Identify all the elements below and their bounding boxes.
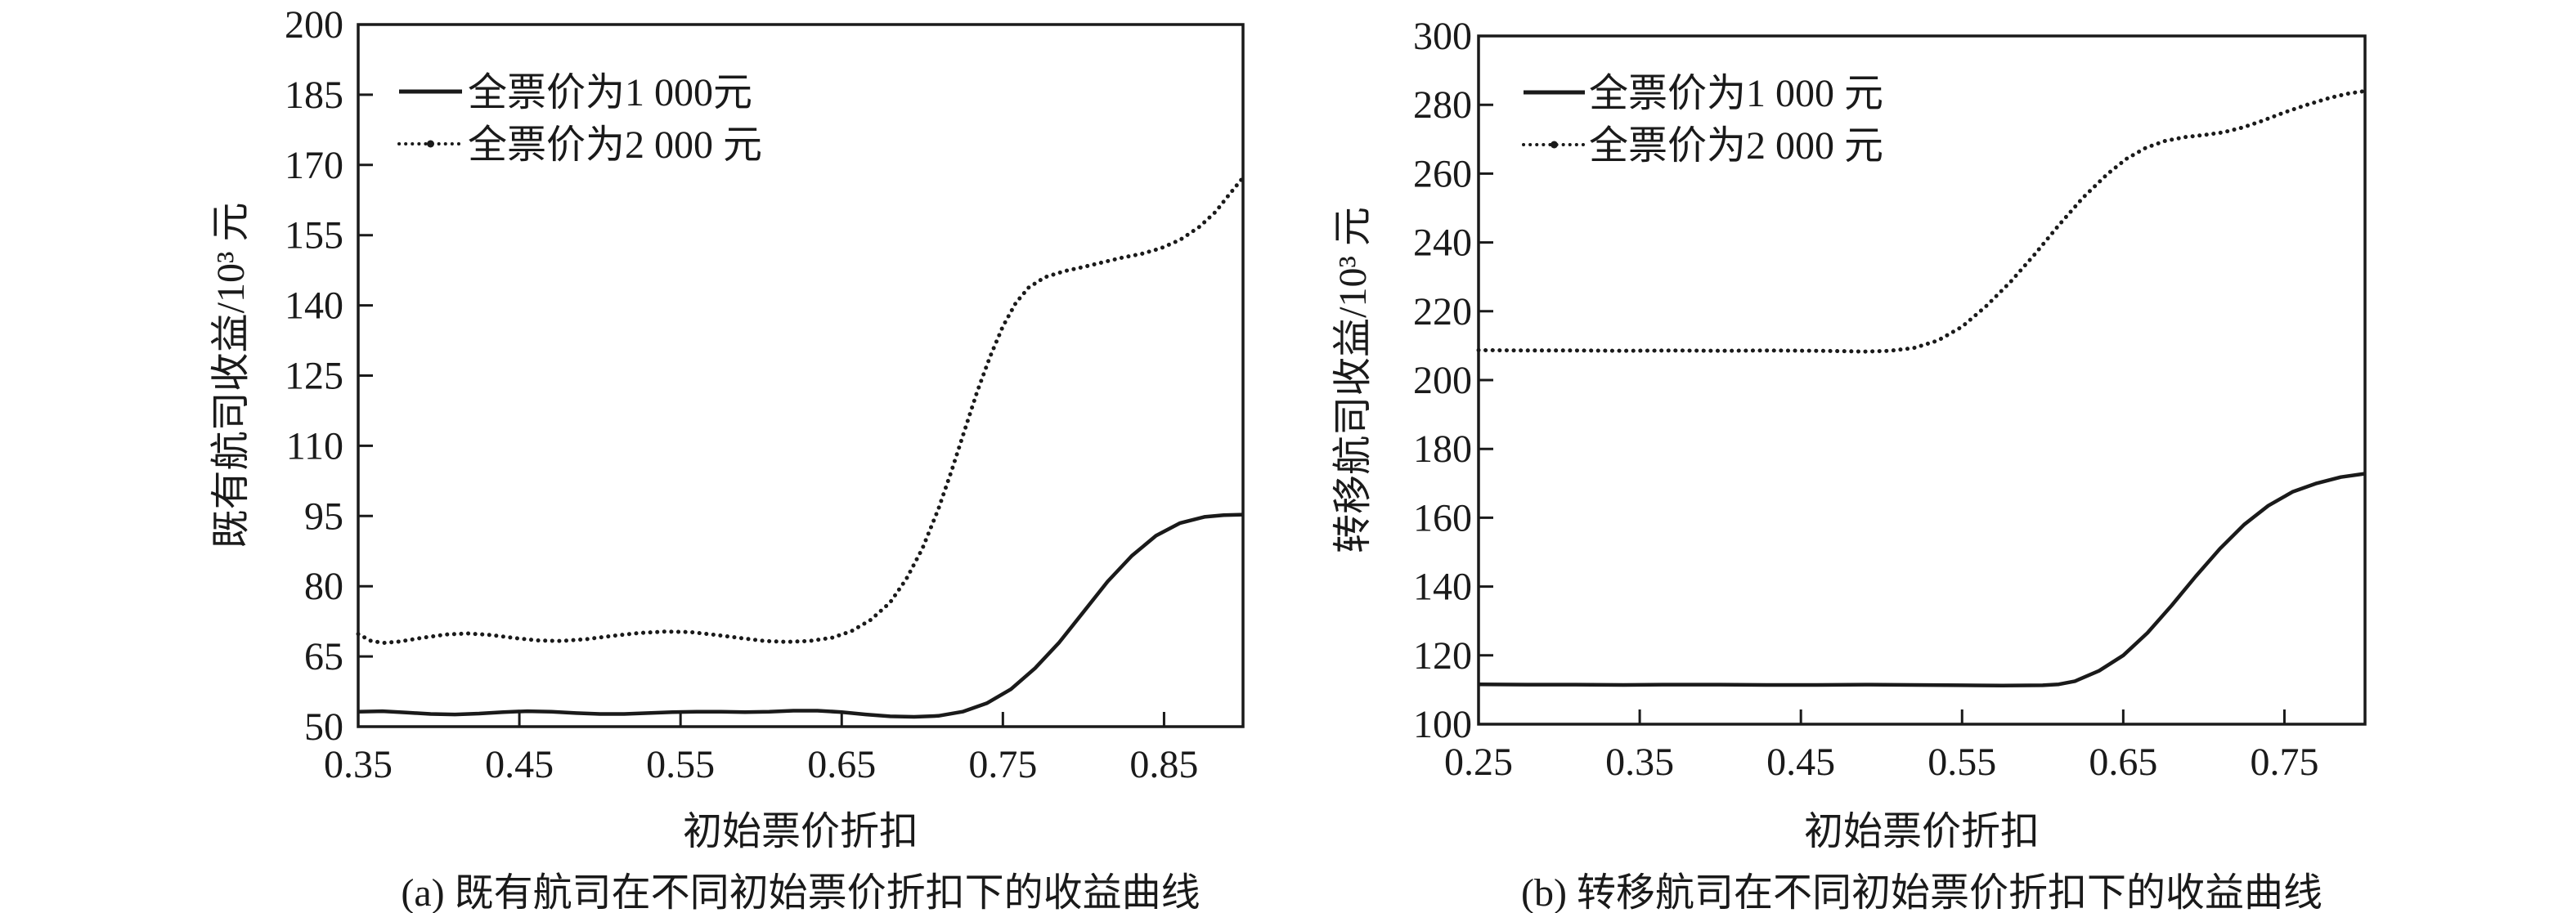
y-ticks bbox=[1479, 34, 1493, 726]
y-tick-label: 240 bbox=[1413, 222, 1472, 265]
figure-panel-b: 0.25 0.35 0.45 0.55 0.65 0.75 100 120 140 160 180 2… bbox=[1288, 0, 2576, 913]
plot-frame bbox=[357, 23, 1245, 728]
legend-label: 全票价为2 000 元 bbox=[468, 123, 762, 167]
y-axis-title: 转移航司收益/10³ 元 bbox=[1331, 207, 1375, 553]
y-tick-label: 100 bbox=[1413, 703, 1472, 746]
y-tick-label: 200 bbox=[1413, 359, 1472, 402]
panel-caption: (a) 既有航司在不同初始票价折扣下的收益曲线 bbox=[401, 871, 1200, 913]
x-tick-label: 0.65 bbox=[807, 743, 876, 786]
y-tick-label: 140 bbox=[1413, 566, 1472, 609]
x-tick-label: 0.75 bbox=[2250, 741, 2318, 784]
y-tick-label: 120 bbox=[1413, 634, 1472, 678]
y-tick-label: 170 bbox=[285, 144, 343, 187]
plot-frame bbox=[1477, 34, 2367, 726]
panel-caption: (b) 转移航司在不同初始票价折扣下的收益曲线 bbox=[1521, 871, 2322, 913]
x-axis-title: 初始票价折扣 bbox=[683, 810, 918, 853]
y-tick-label: 260 bbox=[1413, 152, 1472, 195]
y-tick-label: 185 bbox=[285, 74, 343, 117]
legend-dot-marker bbox=[1551, 141, 1558, 149]
x-tick-label: 0.25 bbox=[1444, 741, 1513, 784]
y-tick-label: 50 bbox=[304, 705, 343, 749]
chart-a: 0.35 0.45 0.55 0.65 0.75 0.85 50 65 80 95 110 125 14… bbox=[209, 3, 1245, 913]
series-solid-line bbox=[1478, 472, 2366, 688]
series-solid-line bbox=[357, 512, 1244, 719]
y-tick-label: 80 bbox=[304, 565, 343, 608]
x-tick-label: 0.75 bbox=[968, 743, 1037, 786]
y-tick-label: 65 bbox=[304, 635, 343, 678]
figure-panel-a: 0.35 0.45 0.55 0.65 0.75 0.85 50 65 80 95 110 125 14… bbox=[209, 3, 1245, 913]
y-tick-label: 200 bbox=[285, 3, 343, 47]
x-tick-label: 0.45 bbox=[1766, 741, 1835, 784]
x-tick-label: 0.85 bbox=[1129, 743, 1198, 786]
y-tick-label: 220 bbox=[1413, 290, 1472, 333]
x-ticks bbox=[1477, 709, 2286, 724]
x-tick-label: 0.55 bbox=[646, 743, 715, 786]
x-tick-label: 0.35 bbox=[1605, 741, 1674, 784]
y-tick-label: 180 bbox=[1413, 427, 1472, 471]
x-tick-label: 0.55 bbox=[1928, 741, 1996, 784]
y-tick-label: 125 bbox=[285, 355, 343, 398]
series-dotted-line bbox=[1476, 88, 2367, 354]
y-tick-label: 300 bbox=[1413, 15, 1472, 58]
y-tick-label: 280 bbox=[1413, 83, 1472, 127]
y-tick-label: 110 bbox=[286, 424, 343, 468]
x-tick-label: 0.45 bbox=[485, 743, 554, 786]
y-axis-title: 既有航司收益/10³ 元 bbox=[209, 203, 253, 549]
y-tick-label: 140 bbox=[285, 284, 343, 328]
chart-b: 0.25 0.35 0.45 0.55 0.65 0.75 100 120 140 160 180 2… bbox=[1331, 15, 2367, 913]
y-tick-label: 95 bbox=[304, 495, 343, 538]
legend-label: 全票价为1 000 元 bbox=[1589, 72, 1883, 115]
legend-label: 全票价为2 000 元 bbox=[1589, 124, 1883, 168]
y-ticks bbox=[358, 23, 373, 728]
legend-label: 全票价为1 000元 bbox=[468, 71, 752, 114]
legend-dot-marker bbox=[427, 140, 434, 148]
y-tick-label: 160 bbox=[1413, 496, 1472, 539]
y-tick-label: 155 bbox=[285, 214, 343, 257]
x-axis-title: 初始票价折扣 bbox=[1804, 810, 2040, 853]
x-tick-label: 0.65 bbox=[2089, 741, 2157, 784]
series-dotted-line bbox=[356, 175, 1245, 645]
x-tick-label: 0.35 bbox=[324, 743, 393, 786]
